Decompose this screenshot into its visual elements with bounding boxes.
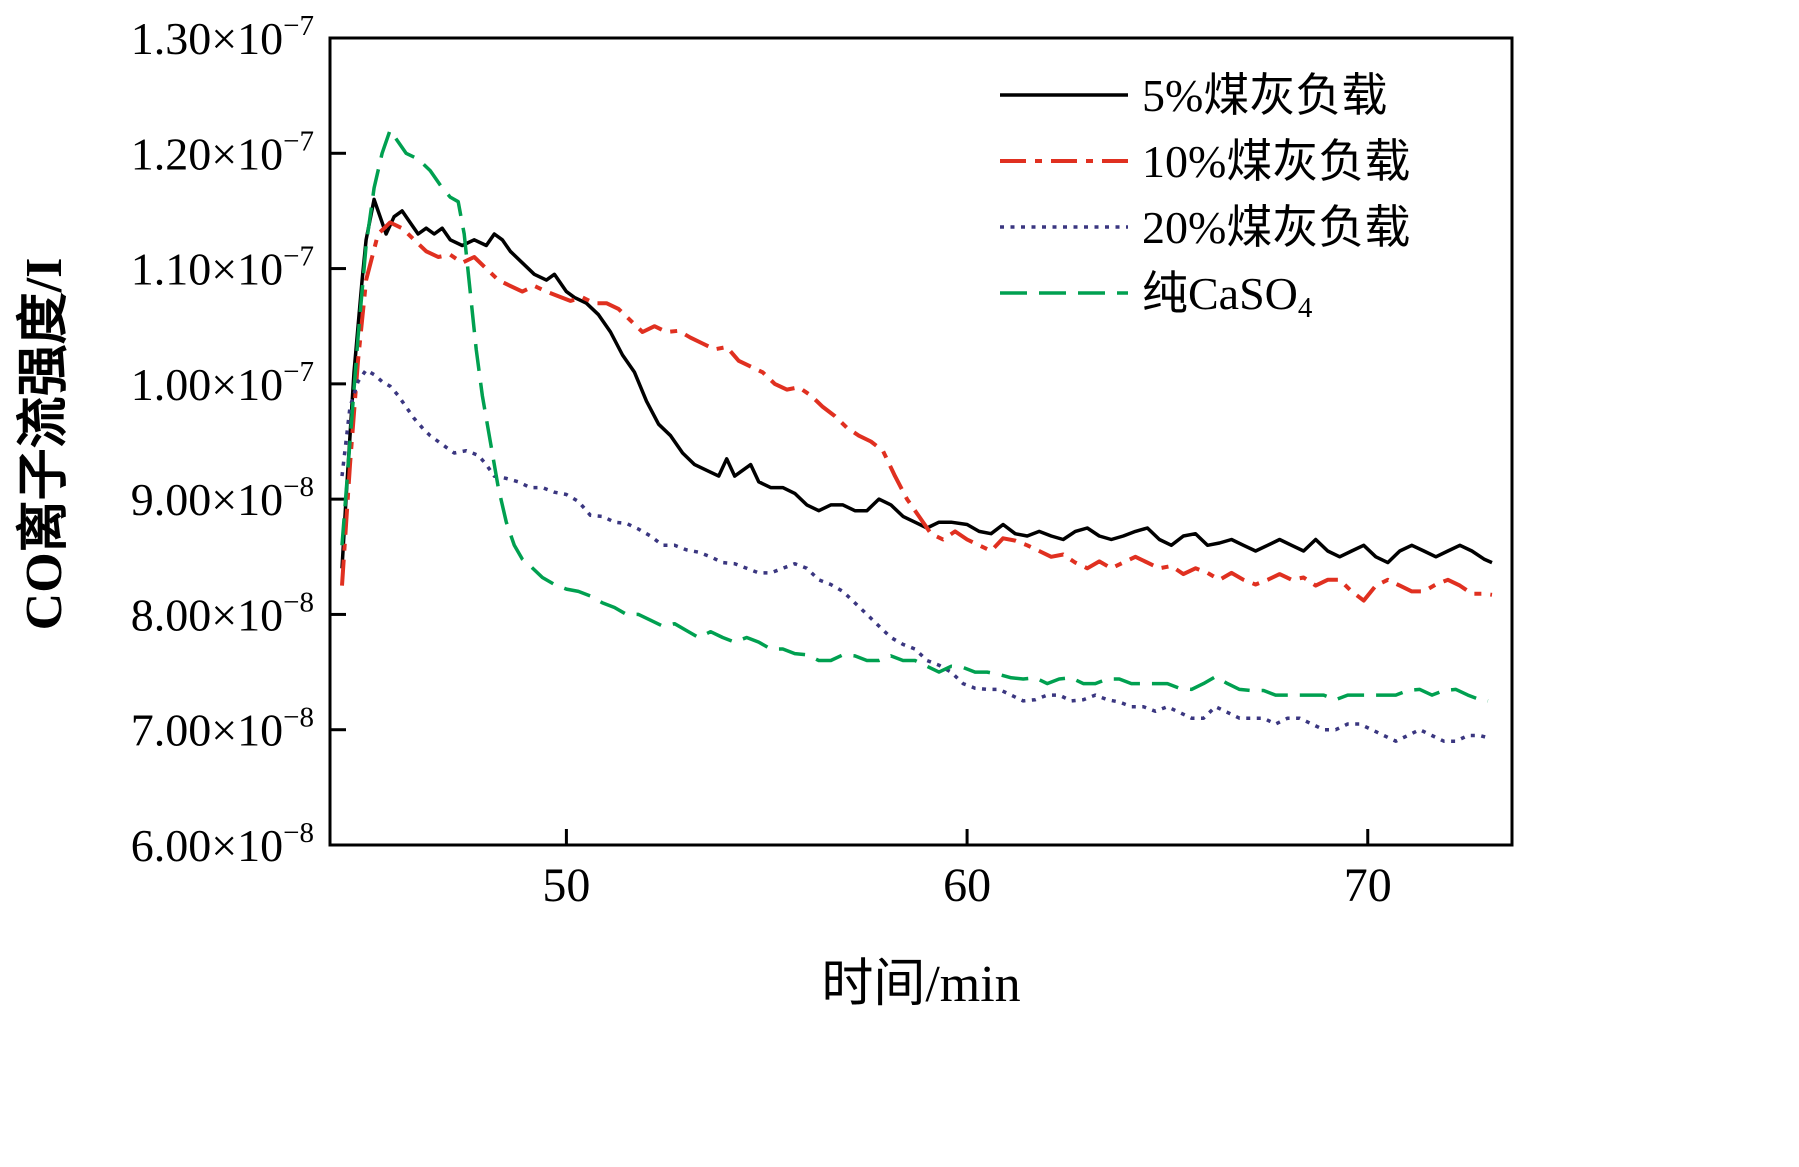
- x-axis-ticks: 50 60 70: [542, 829, 1392, 912]
- y-tick-label: 8.00×10−8: [131, 586, 314, 640]
- y-tick-label: 7.00×10−8: [131, 702, 314, 756]
- plot-border: [328, 36, 1514, 847]
- legend-entry-ash-20pct: 20%煤灰负载: [1000, 202, 1410, 253]
- x-axis-title: 时间/min: [821, 956, 1021, 1013]
- legend-label: 纯CaSO4: [1142, 268, 1313, 324]
- legend-label: 5%煤灰负载: [1142, 70, 1387, 121]
- y-tick-label: 1.20×10−7: [131, 125, 314, 179]
- series-line-ash-20pct: [340, 368, 1489, 743]
- series-line-ash-10pct: [340, 220, 1493, 603]
- y-axis-title: CO离子流强度/I: [16, 257, 73, 631]
- x-tick-label: 60: [943, 859, 991, 912]
- legend-label: 20%煤灰负载: [1142, 202, 1410, 253]
- x-tick-label: 70: [1344, 859, 1392, 912]
- x-tick-label: 50: [542, 859, 590, 912]
- legend-entry-pure-caso4: 纯CaSO4: [1000, 268, 1313, 324]
- y-tick-label: 1.00×10−7: [131, 356, 314, 410]
- y-tick-label: 9.00×10−8: [131, 471, 314, 525]
- y-tick-label: 1.30×10−7: [131, 10, 314, 64]
- legend-entry-ash-5pct: 5%煤灰负载: [1000, 70, 1387, 121]
- y-tick-label: 1.10×10−7: [131, 241, 314, 295]
- series-line-pure-caso4: [340, 128, 1489, 703]
- legend-label: 10%煤灰负载: [1142, 136, 1410, 187]
- y-axis-ticks: 6.00×10−8 7.00×10−8 8.00×10−8 9.00×10−8 1.00…: [131, 10, 346, 871]
- series-line-ash-5pct: [340, 197, 1493, 569]
- legend-entry-ash-10pct: 10%煤灰负载: [1000, 136, 1410, 187]
- y-tick-label: 6.00×10−8: [131, 817, 314, 871]
